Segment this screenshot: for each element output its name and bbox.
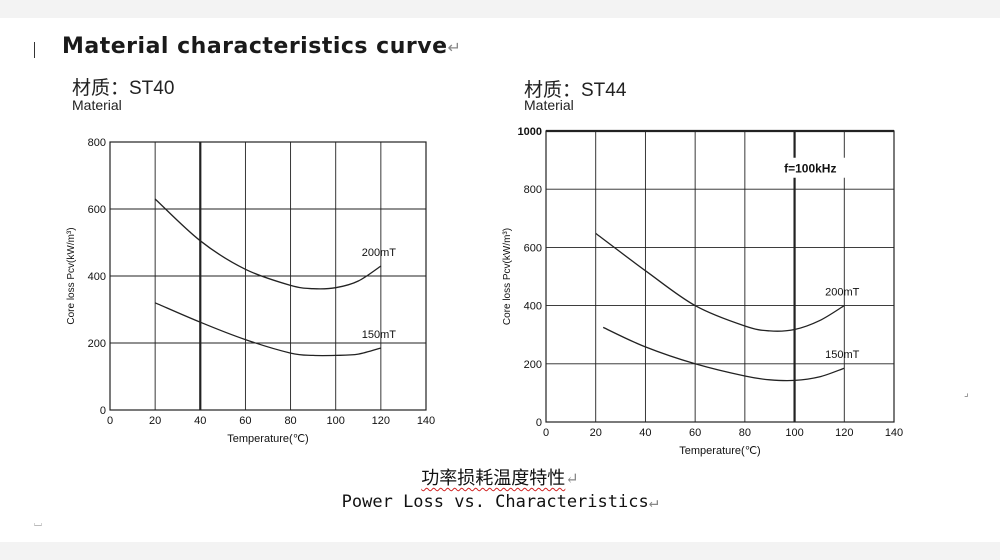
x-tick-label: 20 xyxy=(590,427,602,439)
caption-english-text: Power Loss vs. Characteristics xyxy=(341,492,649,512)
frequency-annotation: f=100kHz xyxy=(784,162,836,176)
chart-0: 0 20 40 60 80 100 120 140 0 200 400 600 800 Temperatu… xyxy=(66,137,435,445)
paragraph-marker-icon: ⌴ xyxy=(34,518,42,529)
caption-english: Power Loss vs. Characteristics↵ xyxy=(0,492,1000,512)
x-tick-label: 140 xyxy=(417,415,435,427)
x-tick-label: 140 xyxy=(885,427,903,439)
y-tick-label: 0 xyxy=(536,417,542,429)
paragraph-mark-icon: ↵ xyxy=(648,492,659,511)
series-line-200mT xyxy=(595,232,845,332)
series-line-150mT xyxy=(154,302,382,357)
series-line-150mT xyxy=(602,326,845,382)
y-tick-label: 400 xyxy=(524,301,542,313)
document-page xyxy=(0,18,1000,542)
y-tick-label: 200 xyxy=(88,338,106,350)
material-title-right: 材质：ST44 xyxy=(524,80,627,101)
x-tick-label: 60 xyxy=(689,427,701,439)
x-tick-label: 40 xyxy=(194,415,206,427)
y-tick-label: 800 xyxy=(88,137,106,149)
x-tick-label: 0 xyxy=(543,427,549,439)
x-tick-label: 120 xyxy=(835,427,853,439)
annotation-box xyxy=(764,157,857,178)
material-title-left: 材质：ST40 xyxy=(72,78,175,99)
plot-frame xyxy=(545,130,895,423)
x-tick-label: 100 xyxy=(785,427,803,439)
y-tick-label: 600 xyxy=(524,242,542,254)
y-tick-label: 800 xyxy=(524,184,542,196)
material-sub-left: Material xyxy=(72,97,122,113)
caption-chinese-text: 功率损耗温度特性 xyxy=(421,468,566,489)
series-label: 150mT xyxy=(825,349,860,361)
y-tick-label: 600 xyxy=(88,204,106,216)
paragraph-mark-icon: ↵ xyxy=(565,469,579,488)
x-axis-label: Temperature(℃) xyxy=(227,433,308,445)
y-tick-label: 200 xyxy=(524,359,542,371)
x-tick-label: 0 xyxy=(107,415,113,427)
material-sub-right: Material xyxy=(524,97,574,113)
series-line-200mT xyxy=(154,198,382,290)
x-tick-label: 100 xyxy=(327,415,345,427)
x-axis-label: Temperature(℃) xyxy=(679,445,760,457)
x-tick-label: 60 xyxy=(239,415,251,427)
y-axis-label: Core loss Pcv(kW/m³) xyxy=(502,228,513,325)
y-axis-label: Core loss Pcv(kW/m³) xyxy=(66,227,77,324)
caption-chinese: 功率损耗温度特性↵ xyxy=(0,464,1000,490)
x-tick-label: 80 xyxy=(739,427,751,439)
page-heading: Material characteristics curve↵ xyxy=(62,34,461,59)
x-tick-label: 20 xyxy=(149,415,161,427)
chart-1: 0 20 40 60 80 100 120 140 0 200 400 600 800 1000 Tempe… xyxy=(502,126,903,457)
series-label: 200mT xyxy=(825,287,860,299)
paragraph-mark-icon: ↵ xyxy=(447,38,462,57)
corner-mark: ⌟ xyxy=(964,388,969,399)
y-tick-label: 0 xyxy=(100,405,106,417)
text-cursor xyxy=(34,42,35,58)
x-tick-label: 80 xyxy=(284,415,296,427)
heading-text: Material characteristics curve xyxy=(62,34,448,59)
series-label: 150mT xyxy=(362,329,397,341)
series-label: 200mT xyxy=(362,247,397,259)
plot-frame xyxy=(109,141,427,411)
y-tick-label: 1000 xyxy=(518,126,542,138)
x-tick-label: 40 xyxy=(639,427,651,439)
x-tick-label: 120 xyxy=(372,415,390,427)
y-tick-label: 400 xyxy=(88,271,106,283)
